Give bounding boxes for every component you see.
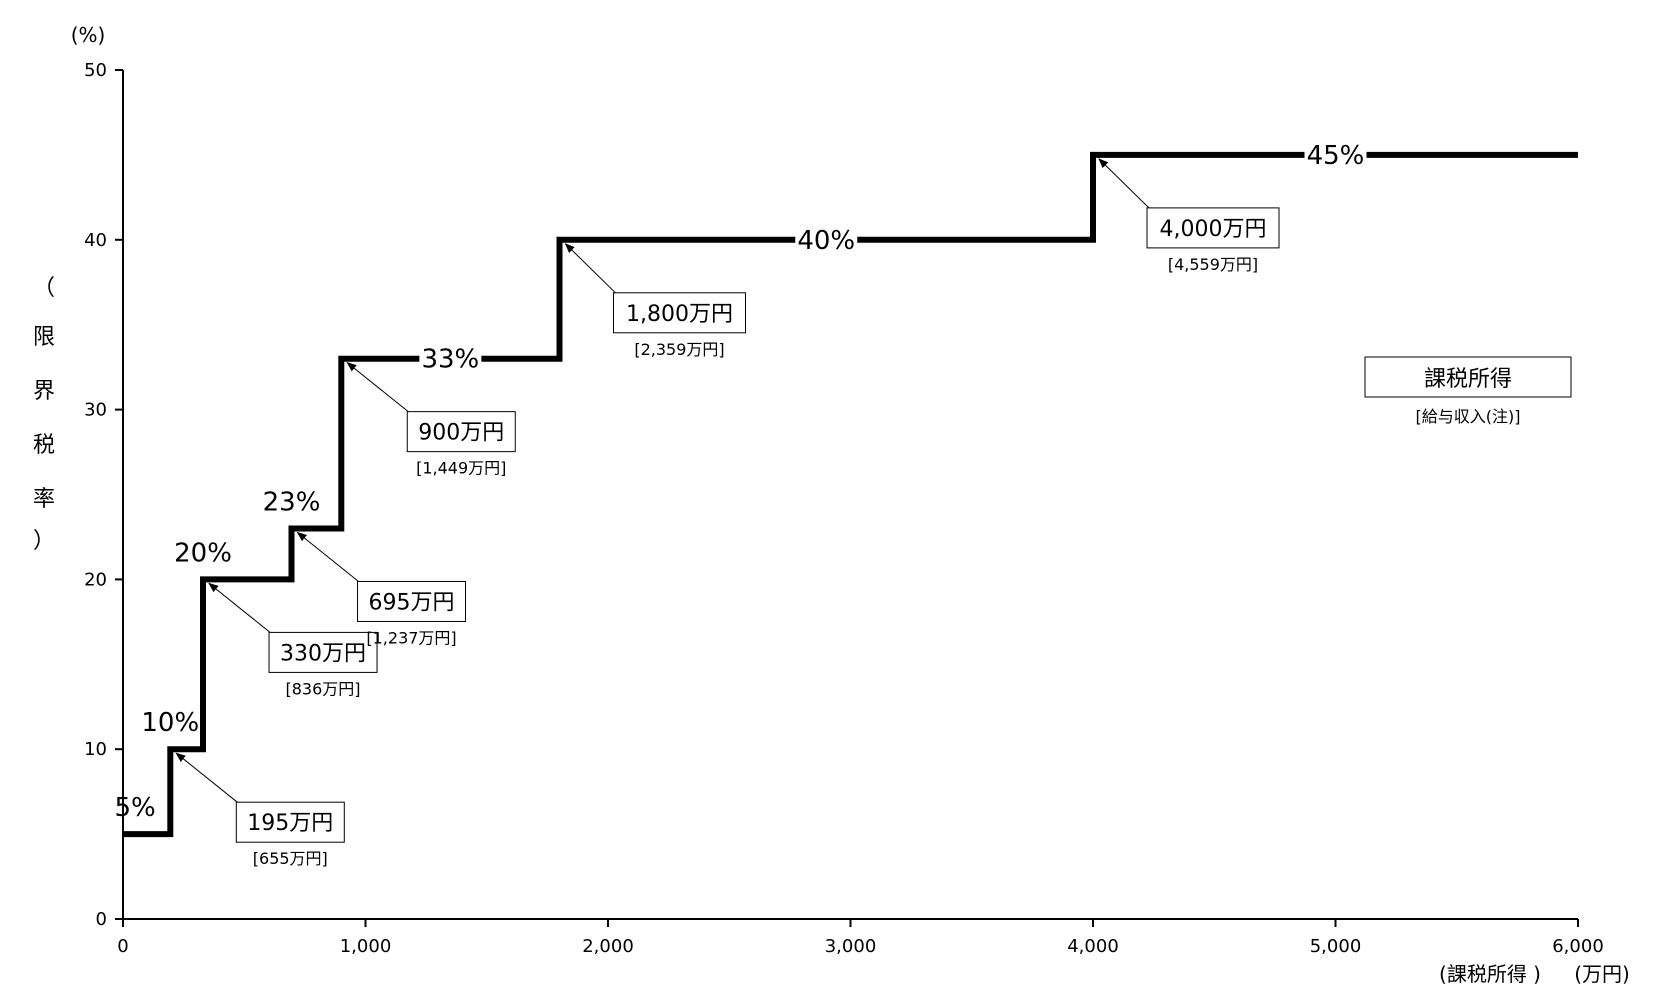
y-unit-label: (%)	[71, 23, 106, 47]
threshold-boxes: 195万円 [655万円] 330万円 [836万円] 695万円 [1,237万円] 90…	[235, 207, 1280, 868]
x-tick-label: 6,000	[1552, 936, 1604, 957]
ticks: 0 10 20 30 40 50 0 1,000 2,000 3,000 4,000 5,000 6,0…	[84, 60, 1604, 957]
y-tick-label: 10	[84, 739, 107, 760]
threshold-arrow	[175, 752, 243, 807]
y-tick-label: 40	[84, 230, 107, 251]
legend-label: 課税所得	[1424, 367, 1512, 392]
threshold-label: 195万円	[247, 811, 333, 836]
threshold-label: 330万円	[280, 641, 366, 666]
threshold-box	[268, 631, 378, 673]
y-axis-title-char: ）	[33, 529, 55, 554]
rate-label-bg	[795, 224, 858, 257]
threshold-label: 4,000万円	[1160, 217, 1267, 242]
y-axis-title-char: 率	[33, 487, 55, 512]
threshold-sub-label: [2,359万円]	[634, 340, 724, 359]
x-tick-label: 0	[117, 936, 128, 957]
threshold-label: 695万円	[369, 590, 455, 615]
threshold-sub-label: [4,559万円]	[1168, 255, 1258, 274]
threshold-arrow	[1098, 158, 1154, 213]
rate-labels: 5% 10% 20% 23% 33% 40% 45%	[115, 139, 1367, 823]
rate-label: 20%	[174, 538, 232, 568]
y-tick-label: 0	[96, 909, 107, 930]
rate-label: 23%	[263, 487, 321, 517]
x-tick-label: 2,000	[582, 936, 634, 957]
rate-label-bg	[419, 343, 482, 376]
threshold-sub-label: [655万円]	[253, 849, 328, 868]
arrows	[175, 158, 1154, 807]
threshold-box	[1146, 207, 1280, 249]
threshold-sub-label: [1,237万円]	[366, 628, 456, 647]
threshold-sub-label: [836万円]	[286, 679, 361, 698]
threshold-arrow	[564, 243, 620, 298]
rate-label-bg	[1304, 139, 1367, 172]
y-axis-title-char: 界	[33, 379, 55, 404]
x-tick-label: 3,000	[825, 936, 877, 957]
x-axis-note: (課税所得 )	[1439, 962, 1541, 986]
series-layer	[123, 151, 1578, 838]
rate-label: 33%	[421, 345, 479, 375]
legend-box	[1364, 356, 1572, 398]
threshold-label: 1,800万円	[626, 302, 733, 327]
x-tick-label: 4,000	[1067, 936, 1119, 957]
x-tick-label: 1,000	[340, 936, 392, 957]
tax-rate-step-line	[123, 151, 1578, 838]
threshold-label: 900万円	[418, 421, 504, 446]
y-axis-title: （ 限 界 税 率 ）	[33, 276, 55, 554]
y-axis-title-char: 限	[33, 325, 55, 350]
threshold-sub-label: [1,449万円]	[416, 459, 506, 478]
threshold-box	[235, 801, 345, 843]
x-unit-label: (万円)	[1574, 962, 1630, 986]
y-tick-label: 20	[84, 569, 107, 590]
threshold-arrow	[296, 531, 364, 586]
y-tick-label: 30	[84, 400, 107, 421]
y-tick-label: 50	[84, 60, 107, 81]
threshold-box	[357, 580, 467, 622]
rate-label: 5%	[115, 793, 156, 823]
x-tick-label: 5,000	[1310, 936, 1362, 957]
legend-sub: [給与収入(注)]	[1416, 407, 1521, 426]
y-axis-title-char: （	[33, 276, 55, 301]
threshold-arrow	[346, 362, 414, 417]
legend: 課税所得 [給与収入(注)]	[1364, 356, 1572, 426]
rate-label: 10%	[141, 708, 199, 738]
rate-label: 40%	[797, 226, 855, 256]
rate-label: 45%	[1307, 141, 1365, 171]
threshold-arrow	[208, 582, 276, 637]
threshold-box	[406, 411, 516, 453]
y-axis-title-char: 税	[33, 433, 55, 458]
threshold-box	[613, 292, 746, 334]
